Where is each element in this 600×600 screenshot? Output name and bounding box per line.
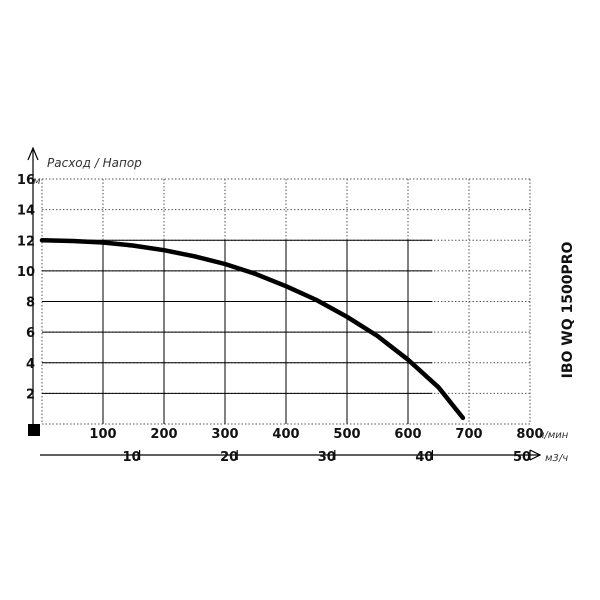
y-tick-label: 10 bbox=[17, 265, 35, 280]
x2-tick-labels: 10 20 30 40 50 bbox=[123, 450, 531, 465]
x-tick-label: 200 bbox=[150, 427, 177, 442]
x-tick-label: 300 bbox=[211, 427, 238, 442]
y-tick-label: 2 bbox=[26, 387, 35, 402]
x-tick-label: 400 bbox=[272, 427, 299, 442]
x2-tick-label: 40 bbox=[415, 450, 433, 465]
x-tick-label: 500 bbox=[333, 427, 360, 442]
y-axis-unit: м bbox=[33, 176, 41, 187]
x-tick-label: 100 bbox=[89, 427, 116, 442]
origin-marker bbox=[28, 424, 40, 436]
y-tick-label: 14 bbox=[17, 204, 35, 219]
chart-title: Расход / Напор bbox=[47, 156, 142, 170]
x2-tick-label: 20 bbox=[220, 450, 238, 465]
x-tick-labels: 100 200 300 400 500 600 700 800 bbox=[89, 427, 543, 442]
x2-axis-unit: м3/ч bbox=[545, 453, 568, 464]
y-tick-label: 16 bbox=[17, 173, 35, 188]
x-axis-unit: л/мин bbox=[537, 430, 569, 441]
x2-tick-label: 30 bbox=[318, 450, 336, 465]
x-tick-label: 800 bbox=[516, 427, 543, 442]
x-tick-label: 600 bbox=[394, 427, 421, 442]
x2-tick-label: 10 bbox=[123, 450, 141, 465]
y-tick-labels: 16 14 12 10 8 6 4 2 bbox=[17, 173, 35, 402]
x2-tick-label: 50 bbox=[513, 450, 531, 465]
x-tick-label: 700 bbox=[455, 427, 482, 442]
model-label: IBO WQ 1500PRO bbox=[560, 242, 576, 379]
y-tick-label: 4 bbox=[26, 357, 35, 372]
y-tick-label: 12 bbox=[17, 234, 35, 249]
x2-axis-arrowhead bbox=[529, 449, 542, 461]
y-axis-arrowhead bbox=[27, 146, 39, 161]
y-tick-label: 6 bbox=[26, 326, 35, 341]
flow-head-curve bbox=[39, 238, 466, 421]
y-tick-label: 8 bbox=[26, 296, 35, 311]
chart-grid bbox=[41, 178, 531, 425]
